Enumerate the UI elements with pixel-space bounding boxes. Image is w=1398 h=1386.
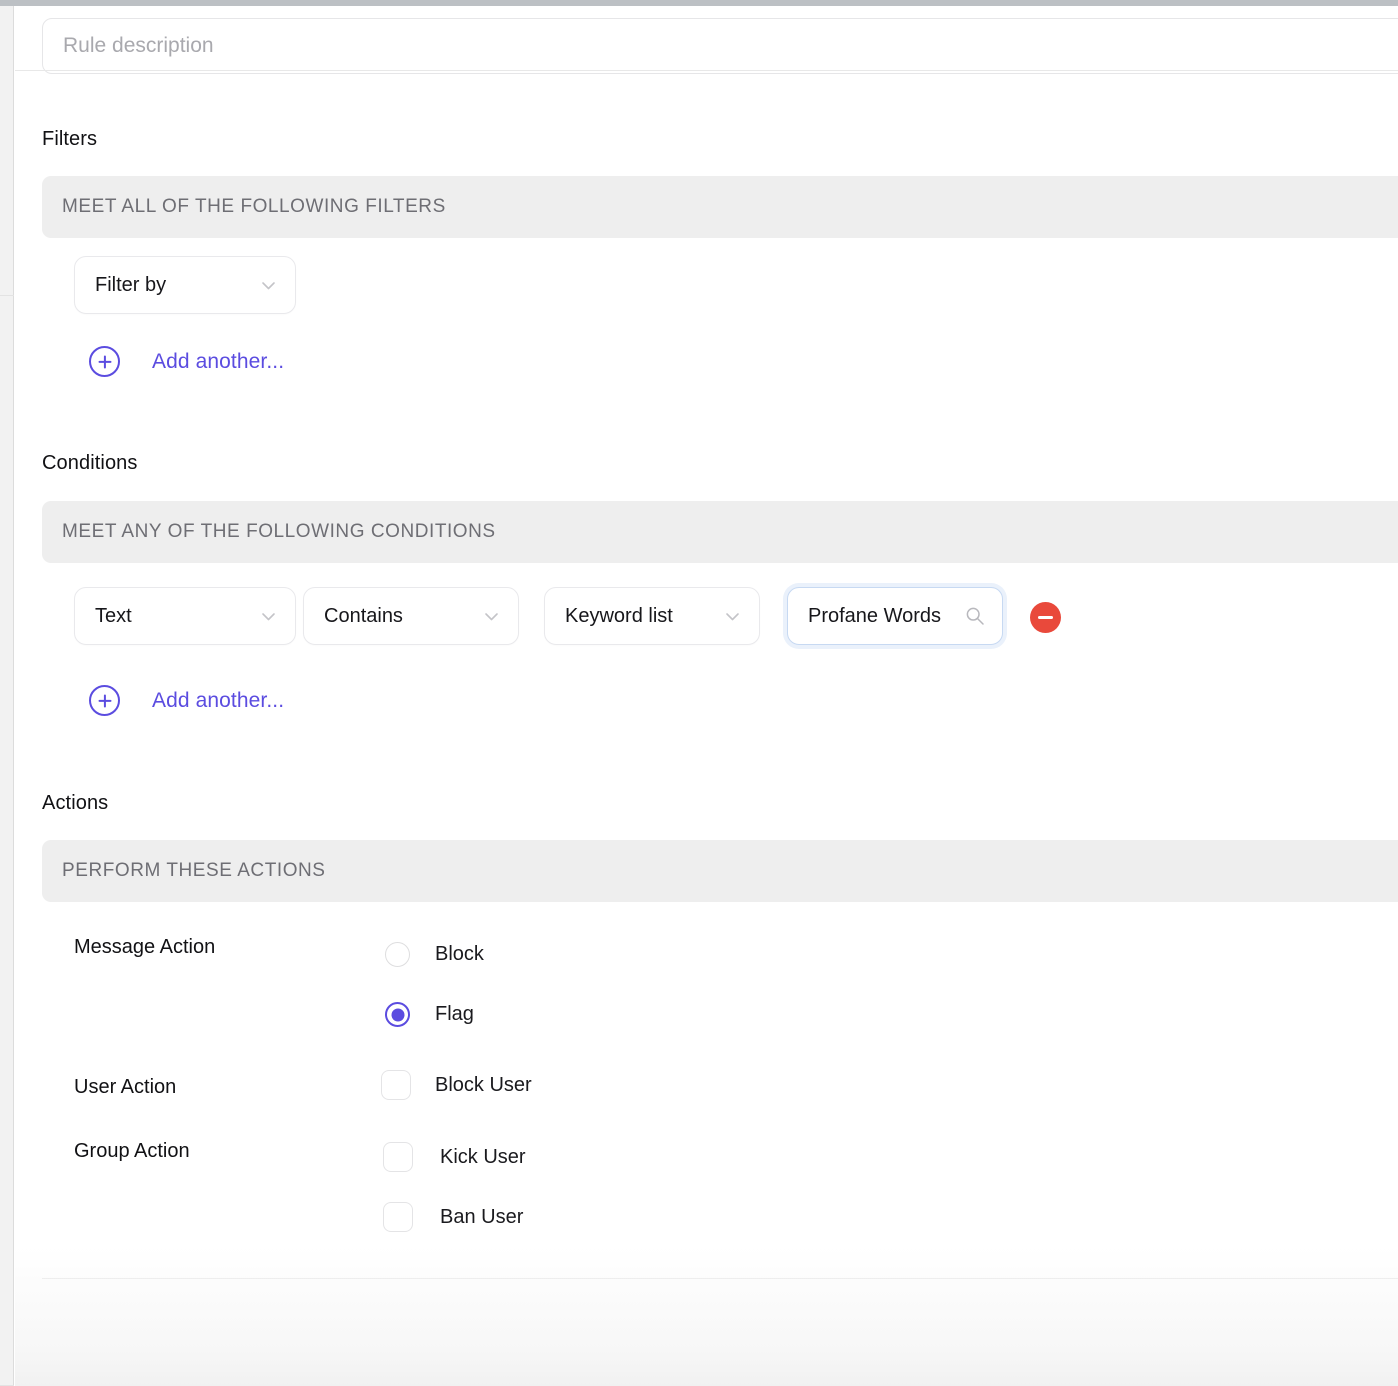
window-top-chrome — [0, 0, 1398, 6]
condition-operator-value: Contains — [324, 604, 403, 627]
conditions-band: MEET ANY OF THE FOLLOWING CONDITIONS — [42, 501, 1398, 563]
condition-operator-select[interactable]: Contains — [303, 587, 519, 645]
left-rail-segment — [0, 6, 14, 296]
chevron-down-icon — [260, 608, 277, 625]
condition-subject-value: Text — [95, 604, 132, 627]
user-action-option-block-user[interactable]: Block User — [381, 1070, 532, 1100]
actions-section-title: Actions — [42, 792, 109, 814]
footer-divider — [42, 1278, 1398, 1279]
condition-subject-select[interactable]: Text — [74, 587, 296, 645]
checkbox-kick-user[interactable] — [383, 1142, 413, 1172]
filters-band: MEET ALL OF THE FOLLOWING FILTERS — [42, 176, 1398, 238]
filters-add-another-label: Add another... — [152, 349, 285, 373]
chevron-down-icon — [483, 608, 500, 625]
message-action-option-block[interactable]: Block — [385, 942, 484, 967]
conditions-band-label: MEET ANY OF THE FOLLOWING CONDITIONS — [62, 521, 496, 542]
minus-circle-icon — [1038, 616, 1053, 619]
chevron-down-icon — [724, 608, 741, 625]
rule-form-content: Filters MEET ALL OF THE FOLLOWING FILTER… — [15, 6, 1398, 1386]
actions-band: PERFORM THESE ACTIONS — [42, 840, 1398, 902]
radio-block-label: Block — [435, 943, 484, 965]
search-icon[interactable] — [965, 606, 985, 626]
left-rail — [0, 6, 14, 1386]
rule-description-input[interactable] — [42, 18, 1398, 74]
group-action-option-ban-user[interactable]: Ban User — [383, 1202, 523, 1232]
chevron-down-icon — [260, 277, 277, 294]
filters-band-label: MEET ALL OF THE FOLLOWING FILTERS — [62, 196, 446, 217]
filters-add-another-button[interactable]: Add another... — [89, 346, 284, 377]
condition-value-search-select[interactable]: Profane Words — [787, 587, 1003, 645]
rule-description-wrap — [42, 18, 1398, 74]
checkbox-kick-user-label: Kick User — [440, 1145, 526, 1168]
message-action-label: Message Action — [74, 936, 216, 958]
radio-flag-label: Flag — [435, 1003, 474, 1025]
conditions-add-another-label: Add another... — [152, 688, 285, 712]
header-divider — [15, 70, 1398, 71]
condition-value-text: Profane Words — [808, 604, 942, 627]
condition-remove-button[interactable] — [1030, 602, 1061, 633]
conditions-add-another-button[interactable]: Add another... — [89, 685, 284, 716]
conditions-section-title: Conditions — [42, 452, 138, 474]
group-action-option-kick-user[interactable]: Kick User — [383, 1142, 526, 1172]
group-action-label: Group Action — [74, 1140, 190, 1162]
checkbox-ban-user[interactable] — [383, 1202, 413, 1232]
condition-source-value: Keyword list — [565, 604, 673, 627]
filters-section-title: Filters — [42, 128, 98, 150]
plus-circle-icon — [89, 685, 120, 716]
filter-by-select[interactable]: Filter by — [74, 256, 296, 314]
condition-source-select[interactable]: Keyword list — [544, 587, 760, 645]
radio-flag[interactable] — [385, 1002, 410, 1027]
plus-circle-icon — [89, 346, 120, 377]
checkbox-block-user-label: Block User — [435, 1073, 532, 1096]
filter-by-select-value: Filter by — [95, 273, 167, 296]
checkbox-block-user[interactable] — [381, 1070, 411, 1100]
left-rail-segment — [0, 296, 14, 1386]
radio-block[interactable] — [385, 942, 410, 967]
checkbox-ban-user-label: Ban User — [440, 1205, 524, 1228]
user-action-label: User Action — [74, 1076, 177, 1098]
message-action-option-flag[interactable]: Flag — [385, 1002, 474, 1027]
actions-band-label: PERFORM THESE ACTIONS — [62, 860, 326, 881]
